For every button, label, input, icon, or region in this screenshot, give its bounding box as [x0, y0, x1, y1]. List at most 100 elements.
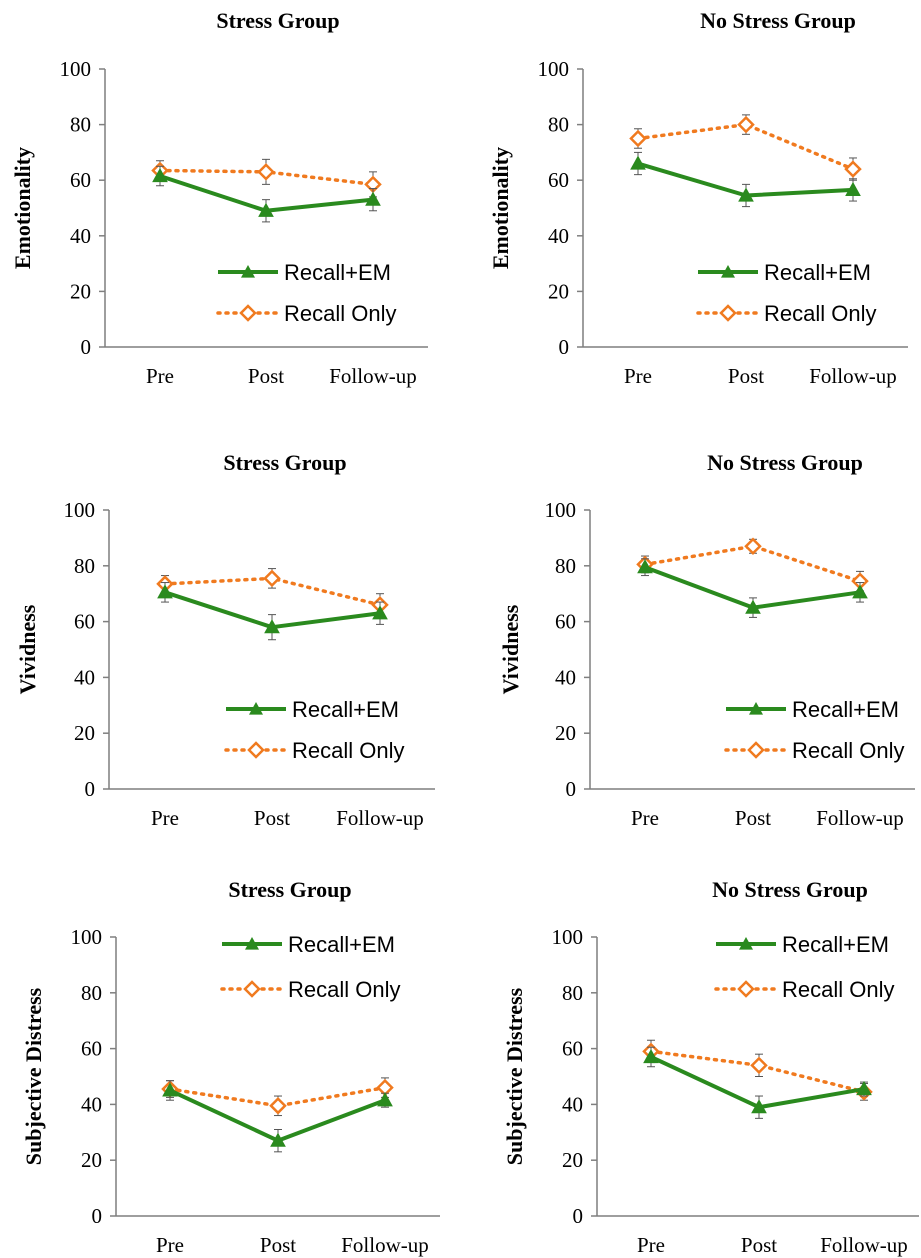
chart-title: No Stress Group	[700, 8, 856, 33]
y-tick-label: 20	[81, 1148, 102, 1172]
data-point-recall-only	[844, 160, 862, 178]
data-point-recall-em	[630, 155, 646, 170]
y-tick-label: 20	[548, 279, 569, 303]
data-point-recall-em	[258, 202, 274, 217]
legend-marker-recall-em	[241, 265, 255, 278]
chart-title: No Stress Group	[712, 877, 868, 902]
legend-marker-recall-only	[239, 304, 257, 322]
y-tick-label: 0	[92, 1204, 103, 1228]
chart-legend: Recall+EM Recall Only	[220, 932, 400, 1002]
data-point-recall-em	[372, 605, 388, 620]
y-tick-label: 40	[81, 1092, 102, 1116]
chart-legend: Recall+EM Recall Only	[696, 260, 876, 326]
legend-marker-recall-em	[245, 937, 259, 950]
legend-marker-recall-em	[749, 702, 763, 715]
y-tick-label: 100	[545, 498, 577, 522]
legend-marker-recall-only	[247, 741, 265, 759]
data-point-recall-em	[270, 1132, 286, 1147]
data-point-recall-em	[377, 1092, 393, 1107]
x-tick-label: Follow-up	[820, 1233, 908, 1257]
chart-legend: Recall+EM Recall Only	[714, 932, 894, 1002]
x-tick-label: Follow-up	[336, 806, 424, 830]
y-axis-label: Vividness	[498, 604, 523, 694]
chart-legend: Recall+EM Recall Only	[724, 697, 904, 763]
y-tick-label: 20	[74, 721, 95, 745]
data-point-recall-only	[269, 1097, 287, 1115]
x-tick-label: Pre	[146, 364, 174, 388]
y-tick-label: 40	[70, 224, 91, 248]
y-axis-label: Subjective Distress	[21, 987, 46, 1165]
y-tick-label: 80	[74, 554, 95, 578]
data-point-recall-em	[856, 1081, 872, 1096]
y-tick-label: 20	[70, 279, 91, 303]
y-tick-label: 100	[64, 498, 96, 522]
series-line-recall-only	[643, 544, 862, 583]
x-tick-label: Post	[728, 364, 764, 388]
x-tick-label: Post	[248, 364, 284, 388]
y-tick-label: 60	[74, 610, 95, 634]
data-point-recall-only	[744, 537, 762, 556]
data-point-recall-em	[637, 559, 653, 574]
legend-label-recall-em: Recall+EM	[284, 260, 391, 285]
y-tick-label: 100	[60, 57, 92, 81]
data-point-recall-em	[738, 187, 754, 202]
chart-panel-2: No Stress Group Emotionality 0 20 40 60 80 100 P…	[488, 8, 908, 388]
y-tick-label: 40	[74, 665, 95, 689]
x-tick-label: Pre	[156, 1233, 184, 1257]
legend-label-recall-em: Recall+EM	[782, 932, 889, 957]
y-axis-label: Emotionality	[10, 147, 35, 269]
legend-label-recall-only: Recall Only	[792, 738, 904, 763]
legend-marker-recall-only	[747, 741, 765, 759]
x-tick-label: Pre	[624, 364, 652, 388]
chart-panel-5: Stress Group Subjective Distress 0 20 40 60 80…	[21, 877, 440, 1257]
y-tick-label: 60	[562, 1037, 583, 1061]
y-tick-label: 20	[555, 721, 576, 745]
chart-title: Stress Group	[228, 877, 351, 902]
y-axis-label: Emotionality	[488, 147, 513, 269]
chart-panel-6: No Stress Group Subjective Distress 0 20 40 6…	[502, 877, 919, 1257]
data-point-recall-only	[737, 115, 755, 134]
legend-marker-recall-only	[719, 304, 737, 322]
x-tick-label: Follow-up	[329, 364, 417, 388]
y-tick-label: 0	[85, 777, 96, 801]
data-point-recall-em	[643, 1048, 659, 1064]
data-point-recall-only	[750, 1056, 768, 1075]
x-tick-label: Post	[260, 1233, 296, 1257]
chart-legend: Recall+EM Recall Only	[216, 260, 396, 326]
y-tick-label: 80	[70, 113, 91, 137]
y-tick-label: 60	[81, 1037, 102, 1061]
y-tick-label: 40	[555, 665, 576, 689]
legend-marker-recall-em	[249, 702, 263, 715]
legend-label-recall-only: Recall Only	[284, 301, 396, 326]
x-tick-label: Post	[735, 806, 771, 830]
data-point-recall-only	[629, 129, 647, 148]
x-tick-label: Follow-up	[341, 1233, 429, 1257]
legend-label-recall-only: Recall Only	[764, 301, 876, 326]
legend-marker-recall-em	[739, 937, 753, 950]
chart-legend: Recall+EM Recall Only	[224, 697, 404, 763]
series-line-recall-only	[636, 122, 855, 171]
chart-panel-3: Stress Group Vividness 0 20 40 60 80 100 Pre Post…	[15, 450, 435, 830]
x-tick-label: Pre	[637, 1233, 665, 1257]
y-tick-label: 100	[538, 57, 570, 81]
y-tick-label: 40	[562, 1092, 583, 1116]
legend-label-recall-only: Recall Only	[292, 738, 404, 763]
data-point-recall-em	[152, 168, 168, 183]
x-tick-label: Pre	[151, 806, 179, 830]
y-tick-label: 80	[555, 554, 576, 578]
y-tick-label: 0	[573, 1204, 584, 1228]
legend-label-recall-em: Recall+EM	[292, 697, 399, 722]
chart-title: Stress Group	[223, 450, 346, 475]
y-axis-label: Subjective Distress	[502, 987, 527, 1165]
legend-marker-recall-em	[721, 265, 735, 278]
chart-title: No Stress Group	[707, 450, 863, 475]
data-point-recall-em	[751, 1099, 767, 1114]
data-point-recall-em	[745, 599, 761, 614]
y-tick-label: 80	[548, 113, 569, 137]
x-tick-label: Pre	[631, 806, 659, 830]
legend-label-recall-em: Recall+EM	[792, 697, 899, 722]
x-tick-label: Post	[254, 806, 290, 830]
x-tick-label: Follow-up	[809, 364, 897, 388]
chart-panel-4: No Stress Group Vividness 0 20 40 60 80 100 Pre P…	[498, 450, 915, 830]
